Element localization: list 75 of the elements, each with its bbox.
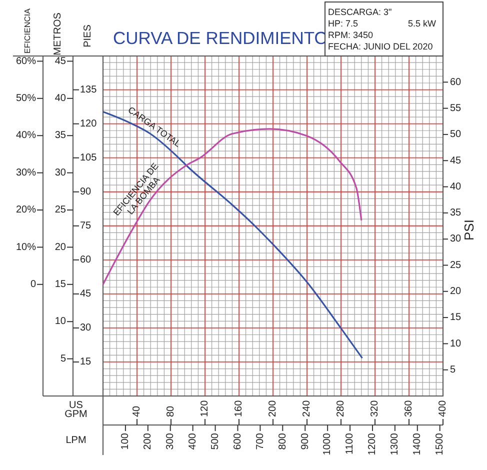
- x2-tick-label: 100: [120, 432, 132, 450]
- y-tick-label: 35: [54, 130, 66, 142]
- y3-axis-title: PIES: [82, 24, 94, 48]
- y2-axis-title: PSI: [461, 220, 476, 240]
- y2-tick-label: 50: [450, 129, 462, 140]
- y-tick-label: 30: [54, 167, 66, 178]
- x-tick-label: 160: [234, 400, 245, 417]
- y-tick-label: 50%: [16, 93, 36, 104]
- y-tick-label: 20%: [16, 204, 36, 216]
- x-tick-label: 320: [370, 400, 381, 417]
- y-tick-label: 40%: [16, 130, 36, 142]
- y-tick-label: 0: [30, 279, 36, 290]
- x2-tick-label: 1100: [344, 432, 356, 455]
- y3-tick-label: 15: [80, 356, 92, 368]
- y-tick-label: 10: [54, 316, 66, 328]
- y2-tick-label: 30: [450, 234, 462, 245]
- y2-tick-label: 20: [450, 286, 462, 298]
- x-tick-label: 240: [302, 400, 313, 417]
- y3-tick-label: 105: [80, 152, 98, 164]
- text: HP: 7.5: [328, 18, 358, 28]
- y3-tick-label: 30: [80, 322, 92, 334]
- y3-tick-label: 90: [80, 186, 92, 198]
- x-tick-label: 360: [404, 400, 415, 417]
- y3-tick-label: 45: [80, 288, 92, 300]
- x-tick-label: 200: [268, 400, 279, 417]
- y2-tick-label: 10: [450, 338, 462, 350]
- x2-tick-label: 300: [165, 432, 176, 450]
- y-tick-label: 45: [54, 56, 66, 67]
- y2-tick-label: 45: [450, 155, 462, 166]
- y-tick-label: 30%: [16, 167, 36, 178]
- text: FECHA: JUNIO DEL 2020: [328, 42, 433, 52]
- y3-tick-label: 135: [80, 84, 98, 96]
- y-axis-title: EFICIENCIA: [23, 8, 32, 54]
- y-tick-label: 40: [54, 93, 66, 104]
- y2-tick-label: 25: [450, 260, 462, 271]
- y2-tick-label: 55: [450, 102, 462, 114]
- x2-tick-label: 500: [210, 432, 221, 450]
- x2-tick-label: 1500: [434, 432, 446, 456]
- y3-tick-label: 120: [80, 118, 98, 130]
- x-axis-title: US GPM: [64, 400, 88, 420]
- y2-tick-label: 60: [450, 76, 462, 88]
- x2-tick-label: 700: [254, 432, 266, 450]
- y-tick-label: 60%: [16, 56, 36, 67]
- y-tick-label: 10%: [16, 242, 36, 253]
- y2-tick-label: 35: [450, 208, 462, 219]
- y3-tick-label: 60: [80, 254, 92, 266]
- x-tick-label: 40: [132, 405, 143, 417]
- y3-tick-label: 75: [80, 220, 92, 232]
- text: 5.5 kW: [408, 18, 436, 28]
- line-series: [102, 128, 362, 286]
- y2-tick-label: 40: [450, 181, 462, 192]
- y-tick-label: 25: [54, 204, 66, 216]
- x-tick-label: 400: [438, 400, 449, 417]
- y-tick-label: 20: [54, 242, 66, 253]
- x2-tick-label: 400: [187, 432, 198, 450]
- y2-tick-label: 15: [450, 312, 462, 324]
- x2-tick-label: 1300: [390, 432, 401, 456]
- y2-tick-label: 5: [450, 364, 456, 376]
- x-tick-label: 280: [336, 400, 347, 417]
- x2-tick-label: 1400: [412, 432, 424, 456]
- chart-title: CURVA DE RENDIMIENTO: [113, 28, 328, 48]
- text: RPM: 3450: [328, 30, 374, 40]
- x2-axis-title: LPM: [66, 435, 86, 446]
- x2-tick-label: 800: [277, 432, 288, 450]
- x-tick-label: 80: [166, 405, 177, 417]
- x2-tick-label: 900: [300, 432, 311, 450]
- x-tick-label: 120: [200, 400, 211, 417]
- x2-tick-label: 200: [142, 432, 154, 450]
- y-tick-label: 15: [54, 279, 66, 290]
- x2-tick-label: 1200: [367, 432, 378, 456]
- y-axis-title: METROS: [52, 12, 64, 56]
- x2-tick-label: 600: [232, 432, 244, 450]
- x2-tick-label: 1000: [322, 432, 334, 456]
- text: DESCARGA: 3": [328, 7, 392, 17]
- y-tick-label: 5: [60, 353, 66, 364]
